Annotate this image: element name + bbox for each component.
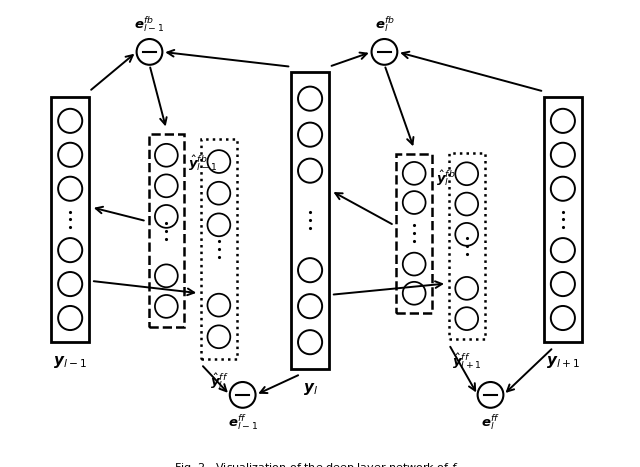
Circle shape bbox=[207, 182, 230, 205]
Circle shape bbox=[155, 174, 178, 197]
Circle shape bbox=[455, 277, 478, 300]
Circle shape bbox=[455, 163, 478, 185]
Circle shape bbox=[298, 294, 322, 318]
Circle shape bbox=[298, 330, 322, 354]
Bar bbox=[51, 97, 89, 342]
Circle shape bbox=[298, 159, 322, 183]
Text: $\hat{\boldsymbol{y}}^{fb}_{l}$: $\hat{\boldsymbol{y}}^{fb}_{l}$ bbox=[436, 168, 456, 188]
Circle shape bbox=[403, 253, 426, 276]
Text: $\boldsymbol{y}_{l+1}$: $\boldsymbol{y}_{l+1}$ bbox=[546, 354, 580, 370]
Circle shape bbox=[58, 272, 83, 296]
Circle shape bbox=[477, 382, 504, 408]
Circle shape bbox=[372, 39, 397, 65]
Text: $\boldsymbol{e}^{fb}_{l}$: $\boldsymbol{e}^{fb}_{l}$ bbox=[374, 14, 394, 34]
Circle shape bbox=[58, 143, 83, 167]
Bar bbox=[291, 72, 329, 369]
Circle shape bbox=[551, 306, 575, 330]
Text: $\hat{\boldsymbol{y}}^{fb}_{l-1}$: $\hat{\boldsymbol{y}}^{fb}_{l-1}$ bbox=[188, 153, 218, 173]
Bar bbox=[148, 134, 184, 327]
Circle shape bbox=[298, 258, 322, 282]
Circle shape bbox=[155, 264, 178, 287]
Circle shape bbox=[551, 109, 575, 133]
Bar bbox=[396, 154, 432, 312]
Circle shape bbox=[58, 238, 83, 262]
Circle shape bbox=[155, 144, 178, 167]
Text: Fig. 2.  Visualization of the deep layer network of $f$...: Fig. 2. Visualization of the deep layer … bbox=[173, 461, 467, 467]
Circle shape bbox=[207, 213, 230, 236]
Text: $\boldsymbol{e}^{ff}_{l}$: $\boldsymbol{e}^{ff}_{l}$ bbox=[481, 413, 500, 432]
Circle shape bbox=[455, 223, 478, 246]
Text: $\boldsymbol{y}_{l-1}$: $\boldsymbol{y}_{l-1}$ bbox=[53, 354, 87, 370]
Circle shape bbox=[136, 39, 163, 65]
Bar bbox=[449, 153, 484, 340]
Circle shape bbox=[207, 325, 230, 348]
Circle shape bbox=[403, 191, 426, 214]
Circle shape bbox=[155, 205, 178, 228]
Text: $\boldsymbol{e}^{ff}_{l-1}$: $\boldsymbol{e}^{ff}_{l-1}$ bbox=[228, 413, 258, 432]
Circle shape bbox=[455, 307, 478, 330]
Bar bbox=[544, 97, 582, 342]
Circle shape bbox=[455, 192, 478, 215]
Text: $\boldsymbol{e}^{fb}_{l-1}$: $\boldsymbol{e}^{fb}_{l-1}$ bbox=[134, 14, 164, 34]
Circle shape bbox=[298, 86, 322, 111]
Circle shape bbox=[551, 143, 575, 167]
Circle shape bbox=[403, 162, 426, 185]
Circle shape bbox=[551, 177, 575, 201]
Bar bbox=[201, 139, 237, 359]
Text: $\hat{\boldsymbol{y}}^{ff}_{l+1}$: $\hat{\boldsymbol{y}}^{ff}_{l+1}$ bbox=[452, 351, 481, 371]
Circle shape bbox=[298, 123, 322, 147]
Circle shape bbox=[551, 238, 575, 262]
Text: $\hat{\boldsymbol{y}}^{ff}_{l}$: $\hat{\boldsymbol{y}}^{ff}_{l}$ bbox=[210, 371, 228, 391]
Circle shape bbox=[551, 272, 575, 296]
Text: $\boldsymbol{y}_{l}$: $\boldsymbol{y}_{l}$ bbox=[303, 381, 317, 397]
Circle shape bbox=[207, 150, 230, 173]
Circle shape bbox=[403, 282, 426, 304]
Circle shape bbox=[230, 382, 255, 408]
Circle shape bbox=[207, 294, 230, 317]
Circle shape bbox=[58, 177, 83, 201]
Circle shape bbox=[155, 295, 178, 318]
Circle shape bbox=[58, 306, 83, 330]
Circle shape bbox=[58, 109, 83, 133]
